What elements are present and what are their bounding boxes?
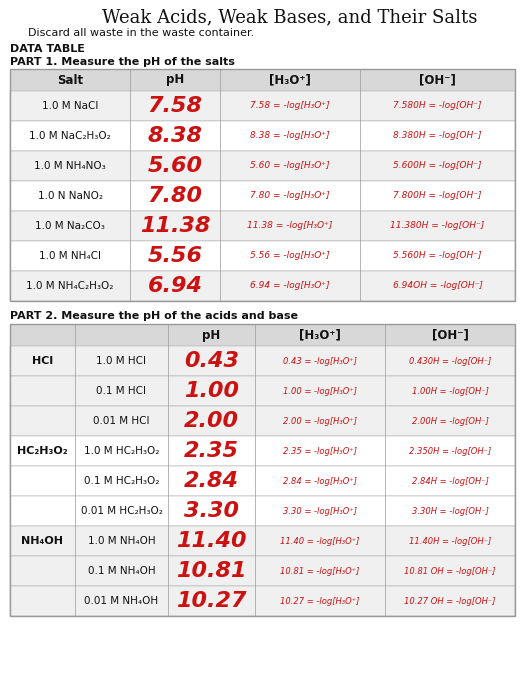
Text: 5.560H = -log[OH⁻]: 5.560H = -log[OH⁻] — [393, 251, 482, 260]
Text: 3.30: 3.30 — [184, 501, 239, 521]
Text: 1.0 M HCl: 1.0 M HCl — [96, 356, 147, 366]
Bar — [10, 69, 515, 301]
Text: 5.56: 5.56 — [147, 246, 203, 266]
Text: 2.84: 2.84 — [184, 471, 239, 491]
Text: 10.81: 10.81 — [176, 561, 247, 581]
Text: Salt: Salt — [57, 74, 83, 87]
Bar — [10, 526, 515, 556]
Text: HC₂H₃O₂: HC₂H₃O₂ — [17, 446, 68, 456]
Text: 8.38: 8.38 — [147, 126, 203, 146]
Text: 10.27 OH = -log[OH⁻]: 10.27 OH = -log[OH⁻] — [404, 596, 495, 606]
Bar — [10, 211, 515, 241]
Text: 6.94OH = -log[OH⁻]: 6.94OH = -log[OH⁻] — [392, 281, 482, 290]
Text: PART 2. Measure the pH of the acids and base: PART 2. Measure the pH of the acids and … — [10, 311, 298, 321]
Bar — [10, 181, 515, 211]
Bar — [10, 271, 515, 301]
Bar — [10, 324, 515, 616]
Text: 0.430H = -log[OH⁻]: 0.430H = -log[OH⁻] — [409, 356, 491, 365]
Bar — [10, 376, 515, 406]
Text: 11.38 = -log[H₃O⁺]: 11.38 = -log[H₃O⁺] — [247, 221, 332, 230]
Bar — [10, 69, 515, 91]
Text: 0.1 M NH₄OH: 0.1 M NH₄OH — [88, 566, 155, 576]
Text: 5.56 = -log[H₃O⁺]: 5.56 = -log[H₃O⁺] — [250, 251, 330, 260]
Bar — [10, 346, 515, 376]
Text: [OH⁻]: [OH⁻] — [431, 328, 469, 342]
Text: 10.81 = -log[H₃O⁺]: 10.81 = -log[H₃O⁺] — [280, 566, 360, 575]
Text: 2.00 = -log[H₃O⁺]: 2.00 = -log[H₃O⁺] — [283, 416, 357, 426]
Text: NH₄OH: NH₄OH — [22, 536, 64, 546]
Text: 7.58: 7.58 — [147, 96, 203, 116]
Text: 2.350H = -log[OH⁻]: 2.350H = -log[OH⁻] — [409, 447, 491, 456]
Text: 5.60 = -log[H₃O⁺]: 5.60 = -log[H₃O⁺] — [250, 162, 330, 171]
Bar — [10, 496, 515, 526]
Text: 1.0 M NaCl: 1.0 M NaCl — [42, 101, 98, 111]
Text: [H₃O⁺]: [H₃O⁺] — [299, 328, 341, 342]
Text: 1.0 M NH₄OH: 1.0 M NH₄OH — [88, 536, 155, 546]
Text: 1.0 M NH₄Cl: 1.0 M NH₄Cl — [39, 251, 101, 261]
Text: Discard all waste in the waste container.: Discard all waste in the waste container… — [28, 28, 254, 38]
Text: 10.81 OH = -log[OH⁻]: 10.81 OH = -log[OH⁻] — [404, 566, 495, 575]
Text: 7.800H = -log[OH⁻]: 7.800H = -log[OH⁻] — [393, 192, 482, 200]
Text: Weak Acids, Weak Bases, and Their Salts: Weak Acids, Weak Bases, and Their Salts — [103, 8, 478, 26]
Text: 2.00H = -log[OH⁻]: 2.00H = -log[OH⁻] — [411, 416, 489, 426]
Text: 2.84H = -log[OH⁻]: 2.84H = -log[OH⁻] — [411, 477, 489, 486]
Text: 1.00: 1.00 — [184, 381, 239, 401]
Text: 11.380H = -log[OH⁻]: 11.380H = -log[OH⁻] — [390, 221, 484, 230]
Text: 5.60: 5.60 — [147, 156, 203, 176]
Bar — [10, 556, 515, 586]
Text: [H₃O⁺]: [H₃O⁺] — [269, 74, 311, 87]
Text: 0.1 M HCl: 0.1 M HCl — [96, 386, 147, 396]
Bar — [10, 151, 515, 181]
Bar — [10, 241, 515, 271]
Bar — [10, 406, 515, 436]
Text: 1.00 = -log[H₃O⁺]: 1.00 = -log[H₃O⁺] — [283, 386, 357, 395]
Text: 0.43: 0.43 — [184, 351, 239, 371]
Text: 11.40: 11.40 — [176, 531, 247, 551]
Text: 3.30 = -log[H₃O⁺]: 3.30 = -log[H₃O⁺] — [283, 507, 357, 515]
Text: DATA TABLE: DATA TABLE — [10, 44, 85, 54]
Text: 3.30H = -log[OH⁻]: 3.30H = -log[OH⁻] — [411, 507, 489, 515]
Text: 0.43 = -log[H₃O⁺]: 0.43 = -log[H₃O⁺] — [283, 356, 357, 365]
Text: 0.01 M HCl: 0.01 M HCl — [93, 416, 150, 426]
Text: 10.27: 10.27 — [176, 591, 247, 611]
Bar — [10, 91, 515, 121]
Text: 6.94 = -log[H₃O⁺]: 6.94 = -log[H₃O⁺] — [250, 281, 330, 290]
Text: HCl: HCl — [32, 356, 53, 366]
Text: 2.84 = -log[H₃O⁺]: 2.84 = -log[H₃O⁺] — [283, 477, 357, 486]
Text: 7.80 = -log[H₃O⁺]: 7.80 = -log[H₃O⁺] — [250, 192, 330, 200]
Text: 1.0 M NH₄NO₃: 1.0 M NH₄NO₃ — [34, 161, 106, 171]
Text: 11.40H = -log[OH⁻]: 11.40H = -log[OH⁻] — [409, 536, 491, 545]
Text: 8.38 = -log[H₃O⁺]: 8.38 = -log[H₃O⁺] — [250, 132, 330, 141]
Text: 6.94: 6.94 — [147, 276, 203, 296]
Bar — [10, 121, 515, 151]
Text: 8.380H = -log[OH⁻]: 8.380H = -log[OH⁻] — [393, 132, 482, 141]
Text: 2.00: 2.00 — [184, 411, 239, 431]
Text: 0.01 M NH₄OH: 0.01 M NH₄OH — [85, 596, 158, 606]
Text: 0.1 M HC₂H₃O₂: 0.1 M HC₂H₃O₂ — [84, 476, 159, 486]
Bar — [10, 324, 515, 346]
Bar — [10, 466, 515, 496]
Text: 1.0 M NaC₂H₃O₂: 1.0 M NaC₂H₃O₂ — [29, 131, 111, 141]
Text: 1.0 N NaNO₂: 1.0 N NaNO₂ — [37, 191, 103, 201]
Text: 11.38: 11.38 — [140, 216, 210, 236]
Text: 7.80: 7.80 — [147, 186, 203, 206]
Text: 1.0 M HC₂H₃O₂: 1.0 M HC₂H₃O₂ — [84, 446, 159, 456]
Text: 7.58 = -log[H₃O⁺]: 7.58 = -log[H₃O⁺] — [250, 102, 330, 111]
Text: 11.40 = -log[H₃O⁺]: 11.40 = -log[H₃O⁺] — [280, 536, 360, 545]
Text: 5.600H = -log[OH⁻]: 5.600H = -log[OH⁻] — [393, 162, 482, 171]
Text: pH: pH — [203, 328, 220, 342]
Bar — [10, 436, 515, 466]
Text: 2.35 = -log[H₃O⁺]: 2.35 = -log[H₃O⁺] — [283, 447, 357, 456]
Text: 10.27 = -log[H₃O⁺]: 10.27 = -log[H₃O⁺] — [280, 596, 360, 606]
Text: [OH⁻]: [OH⁻] — [419, 74, 456, 87]
Text: 1.00H = -log[OH⁻]: 1.00H = -log[OH⁻] — [411, 386, 489, 395]
Bar — [10, 586, 515, 616]
Text: 2.35: 2.35 — [184, 441, 239, 461]
Text: 1.0 M NH₄C₂H₃O₂: 1.0 M NH₄C₂H₃O₂ — [26, 281, 114, 291]
Text: 1.0 M Na₂CO₃: 1.0 M Na₂CO₃ — [35, 221, 105, 231]
Text: pH: pH — [166, 74, 184, 87]
Text: PART 1. Measure the pH of the salts: PART 1. Measure the pH of the salts — [10, 57, 235, 67]
Text: 7.580H = -log[OH⁻]: 7.580H = -log[OH⁻] — [393, 102, 482, 111]
Text: 0.01 M HC₂H₃O₂: 0.01 M HC₂H₃O₂ — [80, 506, 163, 516]
